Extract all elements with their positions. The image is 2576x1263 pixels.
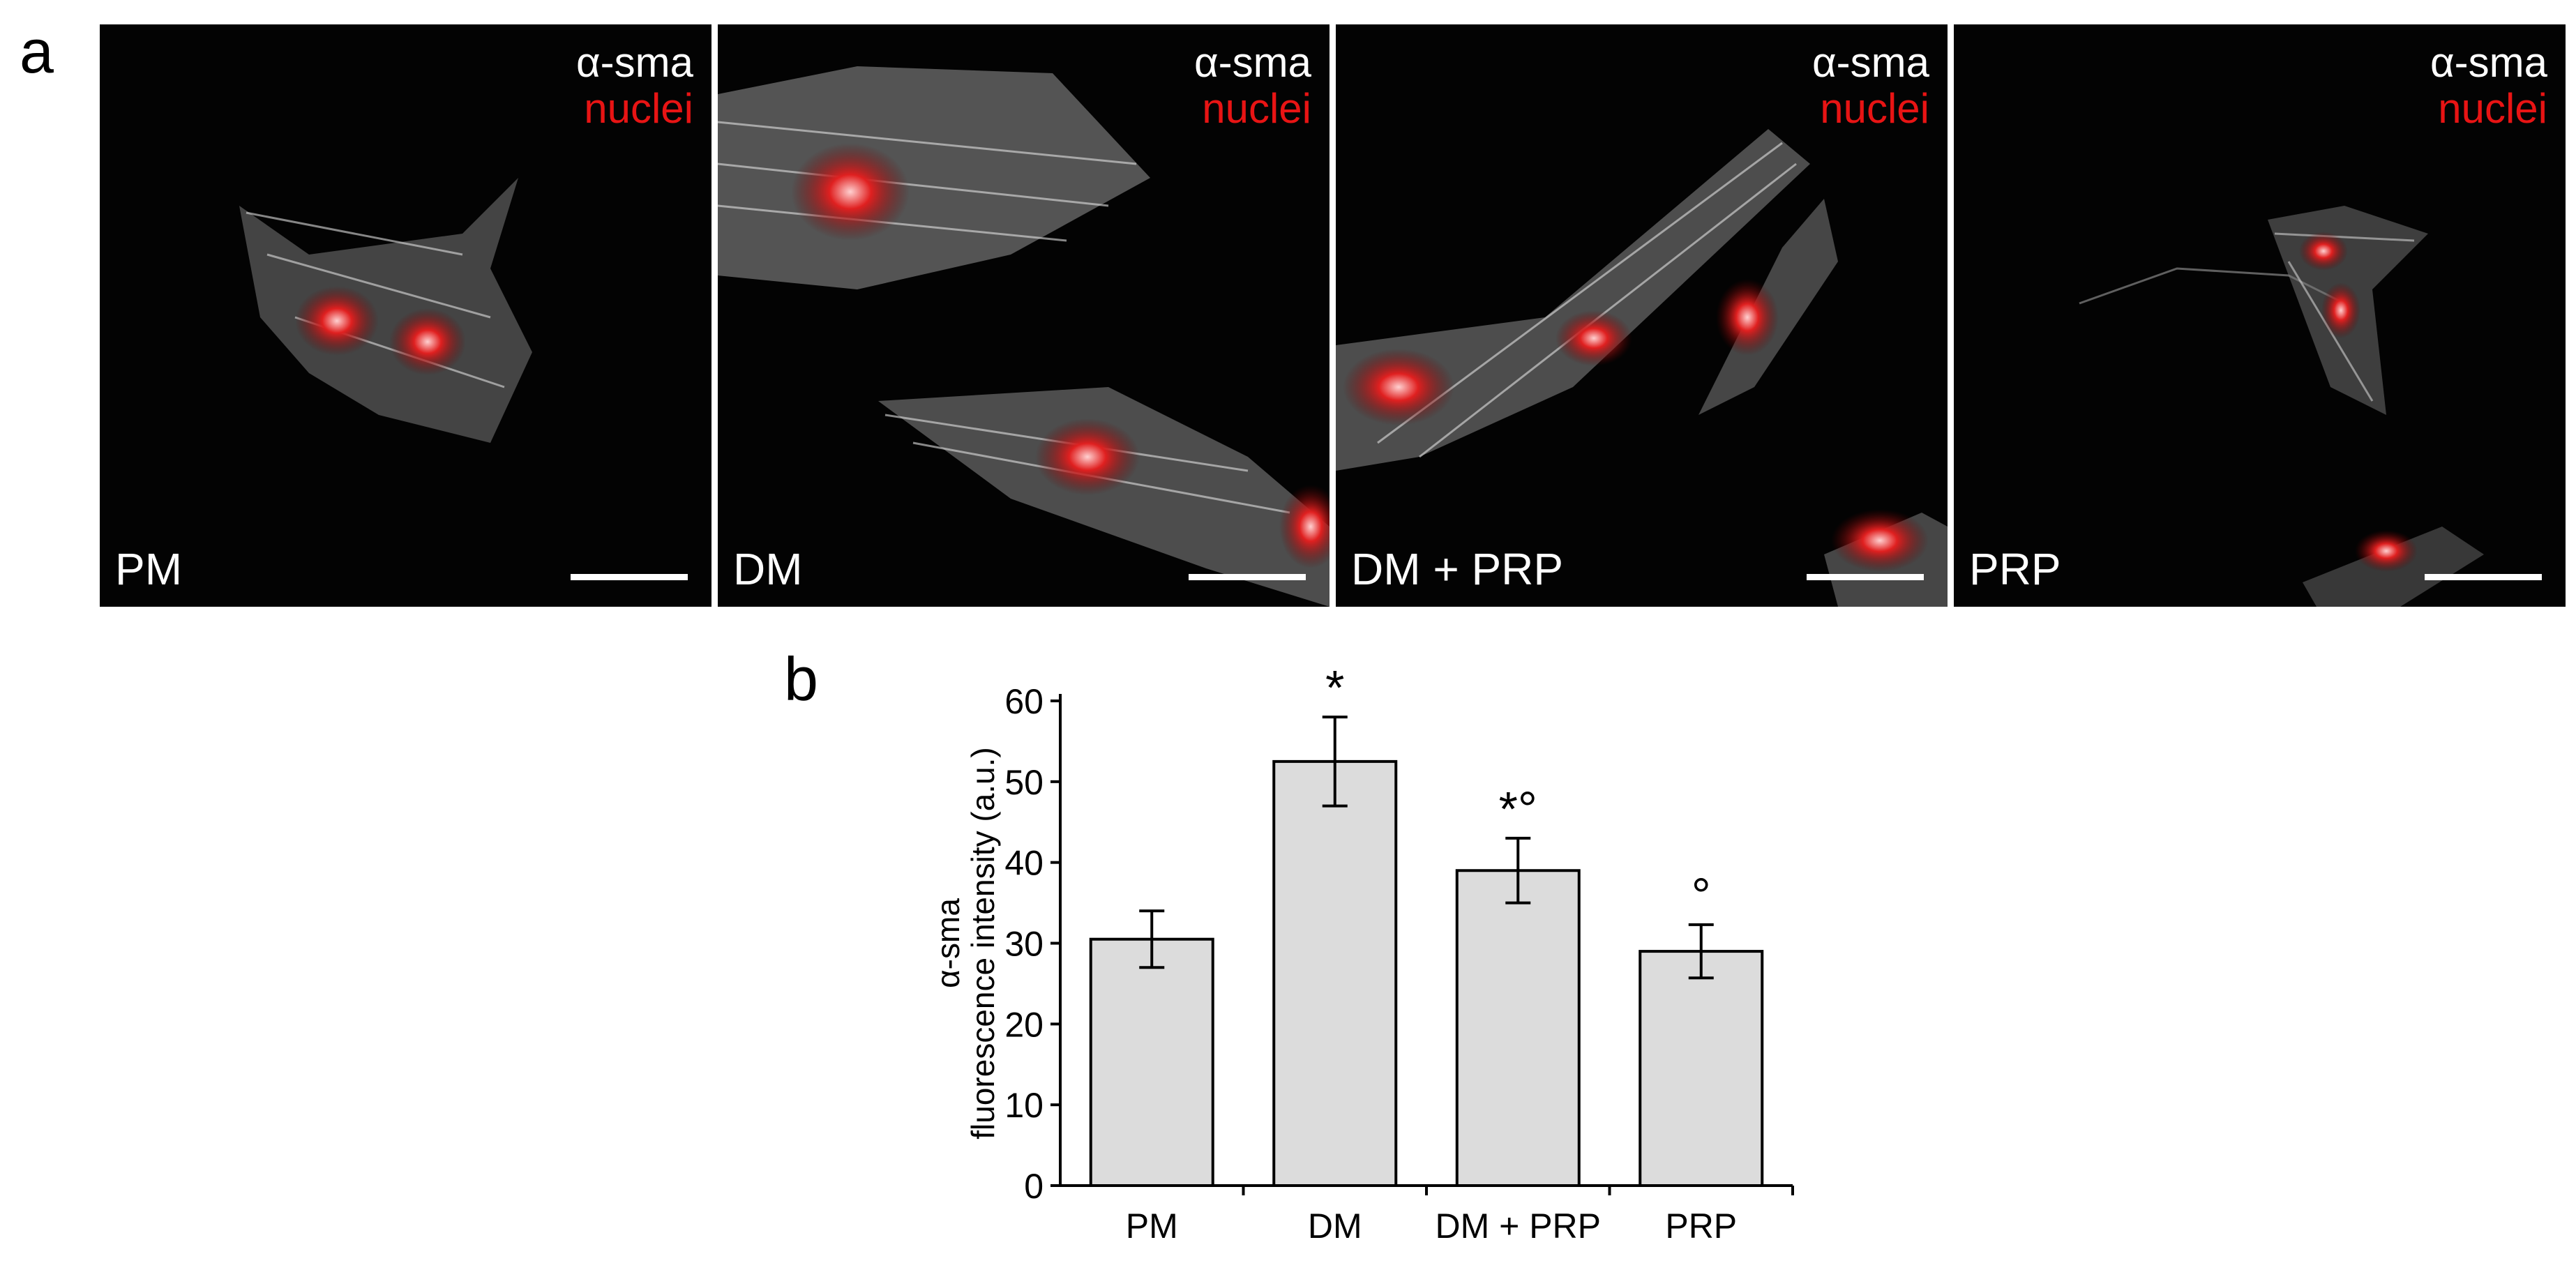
cell-image-pm bbox=[239, 178, 532, 443]
y-axis-label-line1: α-sma bbox=[930, 898, 966, 988]
x-category-label: PRP bbox=[1665, 1207, 1737, 1246]
legend-overlay: α-sma nuclei bbox=[1194, 40, 1311, 132]
bar-prp bbox=[1639, 950, 1764, 1187]
y-tick-label: 50 bbox=[1004, 763, 1044, 802]
legend-alpha-sma: α-sma bbox=[2430, 39, 2547, 86]
scale-bar bbox=[1807, 574, 1924, 580]
scale-bar bbox=[571, 574, 688, 580]
legend-alpha-sma: α-sma bbox=[575, 39, 693, 86]
legend-nuclei: nuclei bbox=[1820, 85, 1929, 132]
x-category-label: DM bbox=[1308, 1207, 1362, 1246]
cell-image-dm-prp bbox=[1336, 129, 1948, 607]
significance-marker: *° bbox=[1499, 782, 1537, 836]
legend-nuclei: nuclei bbox=[2438, 85, 2547, 132]
y-tick-label: 10 bbox=[1004, 1086, 1044, 1125]
cell-image-dm bbox=[718, 66, 1330, 607]
legend-alpha-sma: α-sma bbox=[1193, 39, 1311, 86]
legend-overlay: α-sma nuclei bbox=[2430, 40, 2547, 132]
y-tick-label: 60 bbox=[1004, 682, 1044, 721]
micrograph-dm: α-sma nuclei DM bbox=[718, 24, 1330, 607]
panel-b-letter: b bbox=[784, 644, 818, 713]
y-axis-label-line2: fluorescence intensity (a.u.) bbox=[965, 747, 1001, 1140]
condition-label: PRP bbox=[1969, 544, 2061, 594]
micrograph-prp: α-sma nuclei PRP bbox=[1954, 24, 2566, 607]
bar-dm bbox=[1272, 759, 1398, 1187]
micrograph-dm-prp: α-sma nuclei DM + PRP bbox=[1336, 24, 1948, 607]
scale-bar bbox=[2425, 574, 2542, 580]
legend-nuclei: nuclei bbox=[584, 85, 693, 132]
cell-image-prp bbox=[2079, 206, 2484, 607]
legend-overlay: α-sma nuclei bbox=[1812, 40, 1929, 132]
bar-pm bbox=[1089, 937, 1214, 1187]
panel-a-letter: a bbox=[20, 17, 54, 86]
x-category-label: PM bbox=[1126, 1207, 1178, 1246]
y-tick-label: 40 bbox=[1004, 844, 1044, 883]
condition-label: DM bbox=[733, 544, 803, 594]
condition-label: PM bbox=[115, 544, 182, 594]
significance-marker: * bbox=[1325, 670, 1344, 715]
legend-overlay: α-sma nuclei bbox=[576, 40, 693, 132]
significance-marker: ° bbox=[1692, 868, 1711, 923]
bar-dm-prp bbox=[1455, 869, 1581, 1187]
legend-alpha-sma: α-sma bbox=[1812, 39, 1929, 86]
y-tick-label: 0 bbox=[1024, 1167, 1044, 1206]
micrograph-pm: α-sma nuclei PM bbox=[100, 24, 711, 607]
scale-bar bbox=[1189, 574, 1306, 580]
legend-nuclei: nuclei bbox=[1202, 85, 1311, 132]
condition-label: DM + PRP bbox=[1351, 544, 1564, 594]
y-tick-label: 20 bbox=[1004, 1005, 1044, 1044]
y-tick-label: 30 bbox=[1004, 925, 1044, 964]
x-category-label: DM + PRP bbox=[1435, 1207, 1601, 1246]
